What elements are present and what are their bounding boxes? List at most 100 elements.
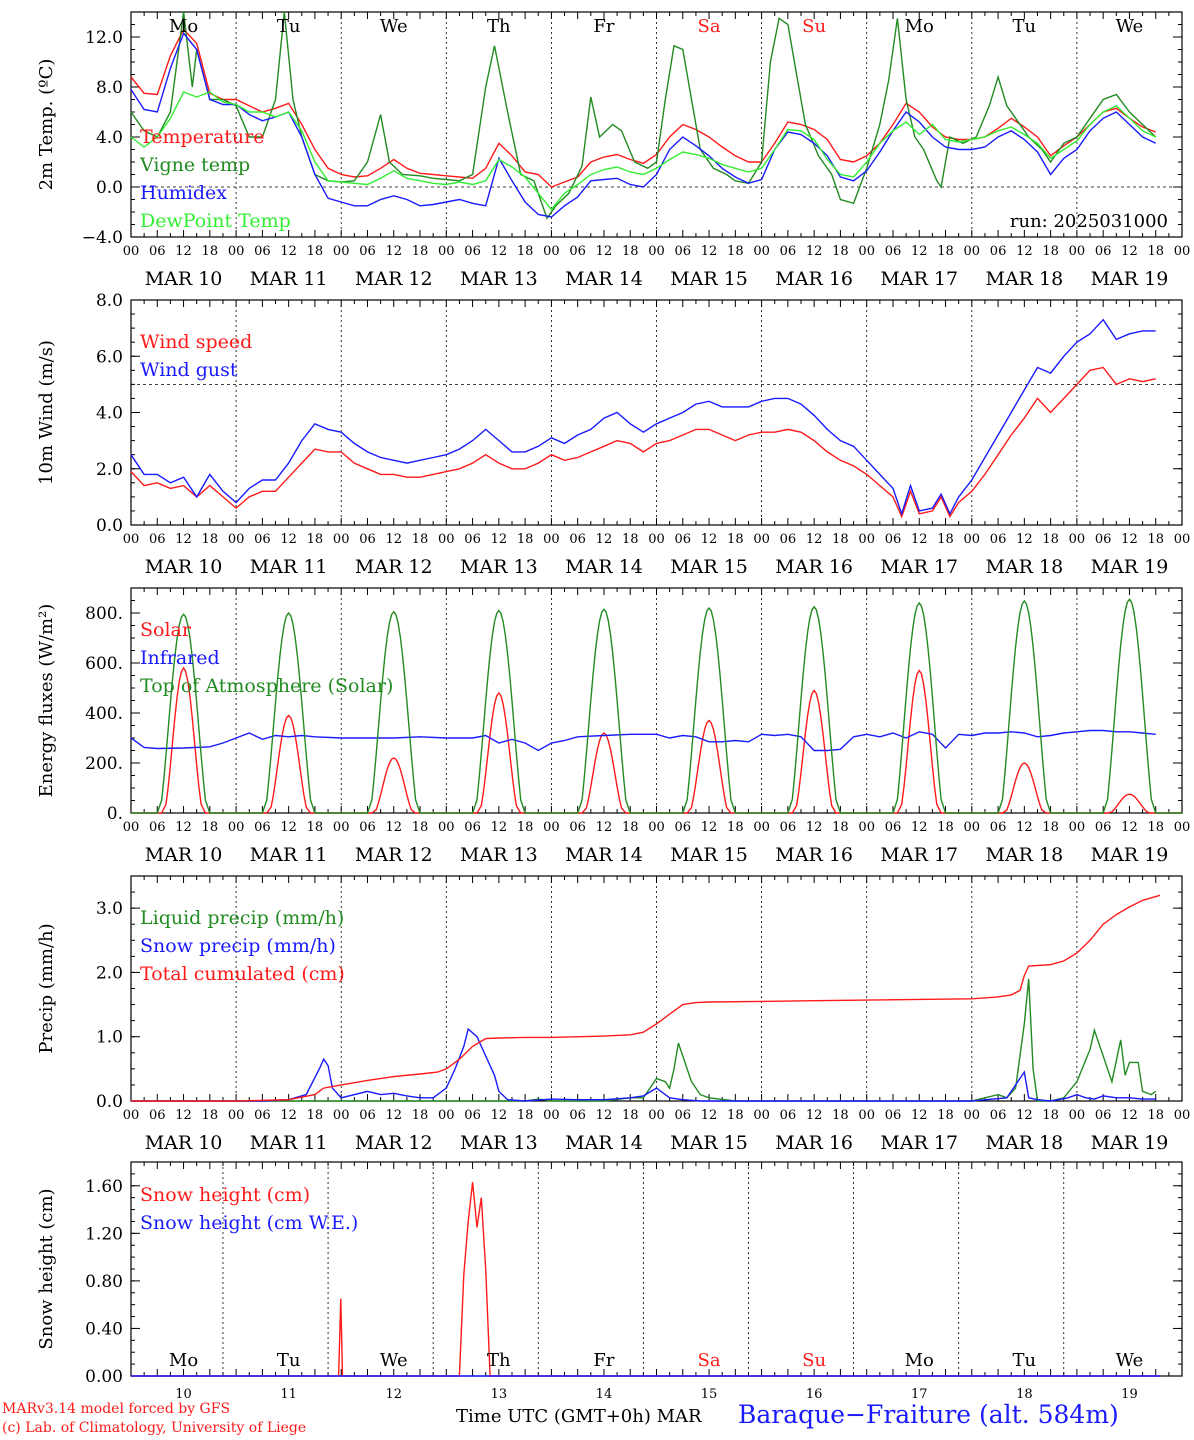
date-label: MAR 16: [775, 268, 853, 290]
hour-label: 00: [333, 532, 350, 547]
hour-label: 18: [307, 532, 324, 547]
date-label: MAR 14: [565, 556, 643, 578]
time-axis-label: Time UTC (GMT+0h) MAR: [456, 1406, 702, 1427]
hour-label: 06: [990, 244, 1007, 259]
hour-label: 12: [806, 820, 823, 835]
series-temperature: [130, 28, 1156, 188]
day-name: Sa: [698, 16, 721, 37]
day-name: Sa: [698, 1350, 721, 1371]
panel-1: −4.0 0.0 4.0 8.0 12.0 2m Temp. (ºC) Temperatur…: [36, 11, 1190, 290]
hour-label: 12: [596, 244, 613, 259]
hour-label: 00: [1174, 1108, 1191, 1123]
legend-entry: Snow height (cm W.E.): [140, 1212, 358, 1234]
hour-label: 18: [1042, 244, 1059, 259]
hour-label: 12: [280, 244, 297, 259]
date-label: MAR 11: [250, 556, 328, 578]
legend-entry: Top of Atmosphere (Solar): [140, 675, 393, 697]
y-tick-label: 0.80: [85, 1272, 123, 1292]
hour-label: 00: [438, 820, 455, 835]
hour-label: 18: [622, 820, 639, 835]
y-tick-label: 0.0: [96, 1092, 123, 1112]
hour-label: 12: [280, 1108, 297, 1123]
date-label: MAR 16: [775, 556, 853, 578]
hour-label: 18: [517, 244, 534, 259]
hour-label: 18: [1147, 244, 1164, 259]
date-label: MAR 19: [1091, 844, 1169, 866]
hour-label: 12: [596, 1108, 613, 1123]
day-name: Mo: [169, 1350, 198, 1371]
date-label: MAR 12: [355, 268, 433, 290]
y-tick-label: 0.: [107, 804, 123, 824]
hour-label: 00: [123, 820, 140, 835]
series-wind-gust: [130, 318, 1156, 517]
y-axis-label: 2m Temp. (ºC): [36, 59, 57, 191]
hour-label: 18: [1147, 532, 1164, 547]
hour-label: 12: [175, 820, 192, 835]
y-tick-label: 0.0: [96, 178, 123, 198]
hour-label: 00: [543, 1108, 560, 1123]
legend-entry: Snow height (cm): [140, 1184, 310, 1206]
hour-label: 12: [701, 532, 718, 547]
y-tick-label: 0.0: [96, 516, 123, 536]
hour-label: 12: [701, 1108, 718, 1123]
date-label: MAR 10: [145, 556, 223, 578]
hour-label: 18: [937, 820, 954, 835]
date-label: MAR 15: [670, 556, 748, 578]
hour-label: 00: [858, 244, 875, 259]
run-annotation: run: 2025031000: [1010, 211, 1168, 232]
date-label: MAR 17: [880, 844, 958, 866]
y-tick-label: 8.0: [96, 78, 123, 98]
hour-label: 12: [491, 820, 508, 835]
y-tick-label: 6.0: [96, 347, 123, 367]
hour-label: 12: [1016, 244, 1033, 259]
hour-label: 00: [964, 820, 981, 835]
hour-label: 00: [123, 532, 140, 547]
date-label: MAR 17: [880, 268, 958, 290]
day-name: Mo: [905, 16, 934, 37]
hour-label: 00: [1174, 532, 1191, 547]
hour-label: 06: [359, 244, 376, 259]
hour-label: 00: [1069, 1108, 1086, 1123]
hour-label: 12: [911, 532, 928, 547]
day-name: Tu: [277, 16, 301, 37]
hour-label: 12: [385, 820, 402, 835]
hour-label: 12: [175, 244, 192, 259]
hour-label: 06: [990, 1108, 1007, 1123]
date-label: MAR 16: [775, 1132, 853, 1154]
hour-label: 18: [832, 244, 849, 259]
legend-entry: Total cumulated (cm): [140, 963, 345, 985]
hour-label: 06: [885, 244, 902, 259]
hour-label: 12: [806, 1108, 823, 1123]
hour-label: 06: [149, 532, 166, 547]
date-label: MAR 15: [670, 844, 748, 866]
date-label: MAR 11: [250, 1132, 328, 1154]
hour-label: 18: [202, 532, 219, 547]
hour-label: 12: [385, 244, 402, 259]
day-name: We: [1116, 1350, 1144, 1371]
legend-entry: Humidex: [140, 182, 227, 204]
hour-label: 12: [596, 532, 613, 547]
day-number: 11: [280, 1387, 297, 1402]
hour-label: 18: [1042, 532, 1059, 547]
y-axis-label: Snow height (cm): [36, 1188, 57, 1349]
hour-label: 12: [280, 532, 297, 547]
date-label: MAR 10: [145, 1132, 223, 1154]
hour-label: 18: [622, 532, 639, 547]
hour-label: 18: [412, 1108, 429, 1123]
hour-label: 00: [438, 532, 455, 547]
date-label: MAR 18: [985, 844, 1063, 866]
hour-label: 06: [675, 1108, 692, 1123]
hour-label: 06: [569, 820, 586, 835]
hour-label: 06: [149, 244, 166, 259]
hour-label: 18: [1147, 1108, 1164, 1123]
hour-label: 06: [254, 1108, 271, 1123]
legend-entry: Infrared: [140, 647, 220, 669]
series-infrared: [130, 729, 1156, 752]
hour-label: 00: [964, 244, 981, 259]
hour-label: 18: [412, 244, 429, 259]
hour-label: 00: [753, 1108, 770, 1123]
day-name: Tu: [1013, 1350, 1037, 1371]
hour-label: 06: [780, 1108, 797, 1123]
day-number: 19: [1121, 1387, 1138, 1402]
